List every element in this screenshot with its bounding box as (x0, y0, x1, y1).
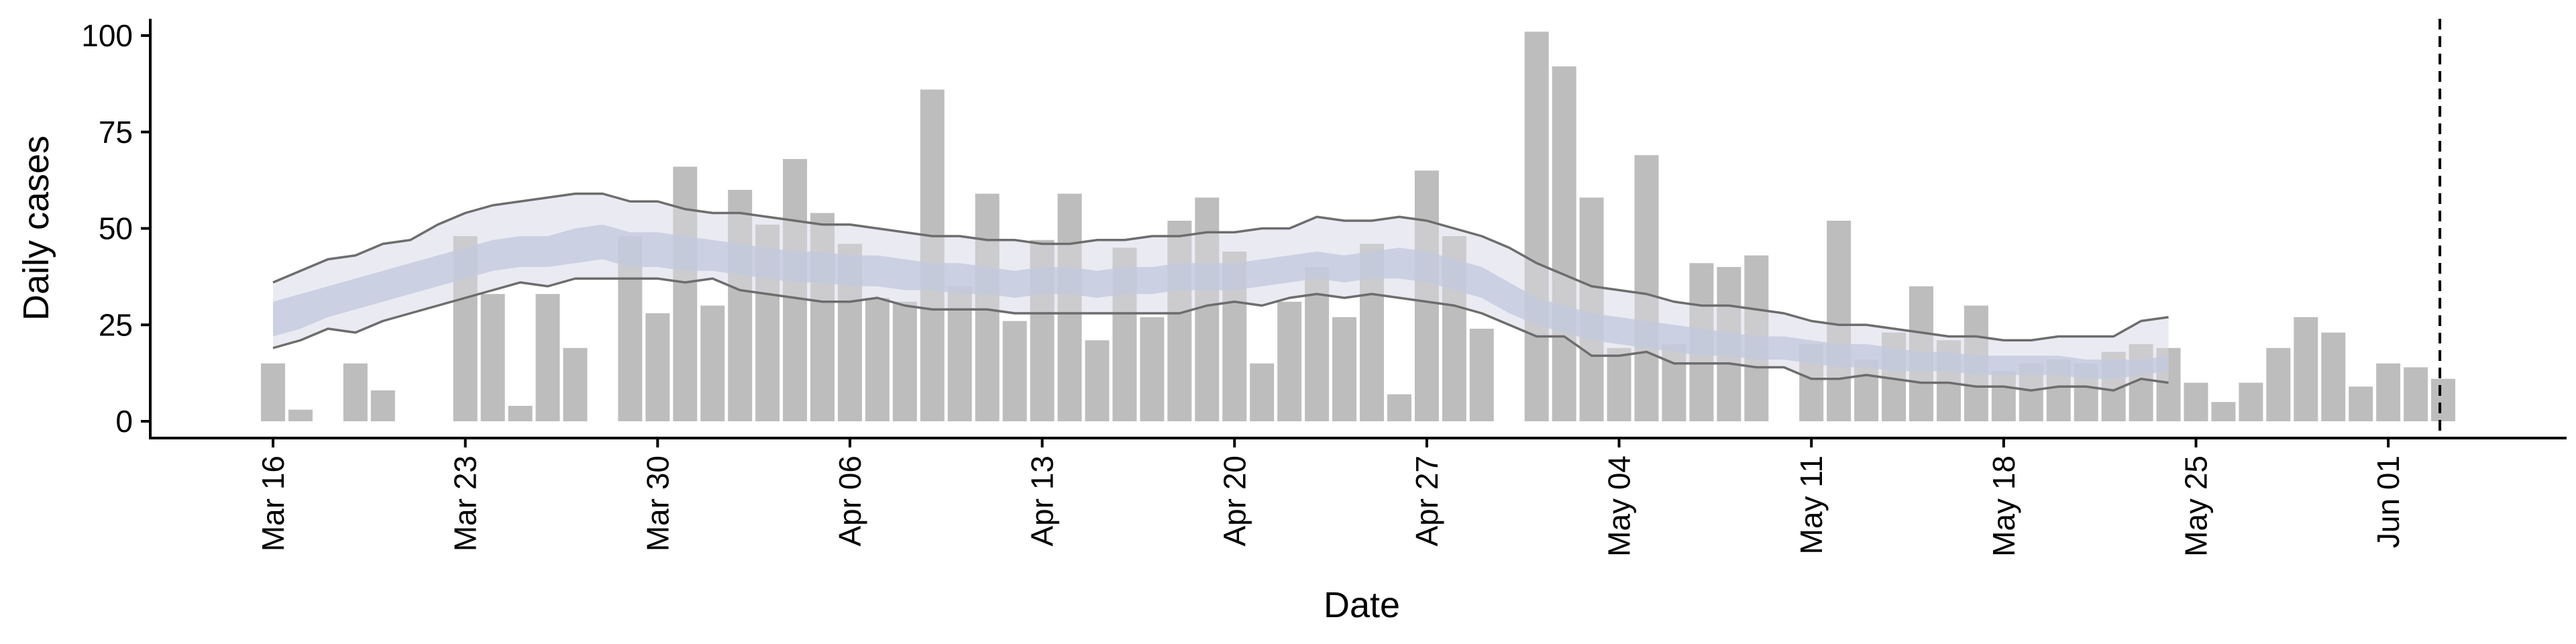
x-tick-label-0: Mar 16 (256, 455, 290, 551)
bar-2020-03-19 (343, 363, 368, 421)
bar-2020-03-27 (563, 347, 588, 421)
x-tick-label-1: Mar 23 (448, 455, 483, 551)
bar-2020-05-01 (1524, 32, 1549, 421)
axes: 0 25 50 75 100 Mar 16 Mar 23 Mar 30 Apr 06 Apr 13… (81, 18, 2567, 557)
y-tick-label-25: 25 (99, 307, 133, 342)
y-axis-title: Daily cases (16, 136, 56, 321)
bar-2020-04-24 (1332, 317, 1357, 421)
bar-2020-05-18 (1991, 371, 2016, 421)
bar-2020-05-27 (2239, 382, 2263, 421)
bar-2020-04-05 (810, 213, 835, 421)
x-tick-label-3: Apr 06 (833, 455, 867, 547)
bar-2020-05-28 (2266, 347, 2291, 421)
y-tick-label-50: 50 (99, 211, 133, 246)
bar-2020-04-07 (865, 298, 890, 421)
bar-2020-03-24 (480, 294, 505, 421)
x-tick-label-11: Jun 01 (2371, 455, 2406, 548)
bar-2020-03-16 (261, 363, 285, 421)
bar-2020-04-11 (975, 193, 1000, 421)
bar-2020-03-25 (508, 406, 533, 421)
bar-2020-03-26 (535, 294, 560, 421)
bar-2020-04-19 (1195, 197, 1220, 421)
bar-2020-04-26 (1387, 394, 1411, 421)
x-tick-label-9: May 18 (1986, 455, 2021, 557)
x-tick-label-5: Apr 20 (1217, 455, 1252, 547)
bar-2020-04-18 (1167, 221, 1192, 421)
bar-2020-03-20 (370, 390, 395, 421)
bar-2020-04-22 (1277, 301, 1302, 421)
bar-2020-03-30 (645, 313, 670, 421)
bar-2020-04-17 (1140, 317, 1165, 421)
bar-2020-05-03 (1579, 197, 1604, 421)
bar-2020-05-04 (1607, 347, 1631, 421)
bar-2020-05-29 (2294, 317, 2318, 421)
bar-2020-05-02 (1552, 66, 1576, 421)
bar-2020-06-03 (2431, 378, 2456, 421)
bar-2020-05-05 (1634, 155, 1659, 421)
y-tick-label-75: 75 (99, 115, 133, 150)
bar-2020-04-08 (892, 301, 917, 421)
estimate-lower-line (272, 277, 2169, 392)
x-axis-title: Date (1324, 585, 1400, 625)
bar-2020-05-31 (2349, 386, 2373, 421)
x-tick-label-7: May 04 (1602, 455, 1637, 557)
bar-2020-04-15 (1085, 340, 1110, 421)
x-tick-label-10: May 25 (2179, 455, 2214, 557)
bar-2020-03-31 (673, 166, 698, 421)
bar-2020-04-12 (1002, 321, 1027, 421)
estimate-inner-band (273, 224, 2169, 379)
bar-2020-04-27 (1414, 170, 1439, 421)
y-tick-label-0: 0 (115, 404, 133, 439)
x-tick-label-2: Mar 30 (640, 455, 675, 551)
bar-2020-04-23 (1305, 267, 1330, 421)
bar-2020-06-01 (2376, 363, 2401, 421)
bar-2020-04-29 (1469, 329, 1494, 421)
bar-2020-05-06 (1662, 344, 1686, 421)
x-tick-label-8: May 11 (1794, 455, 1829, 554)
bar-2020-04-09 (920, 89, 945, 421)
bar-2020-04-14 (1057, 193, 1082, 421)
bar-2020-05-12 (1827, 221, 1851, 421)
bar-2020-03-17 (288, 409, 313, 421)
bar-2020-06-02 (2404, 367, 2428, 421)
bar-2020-04-02 (728, 190, 753, 421)
x-tick-label-4: Apr 13 (1025, 455, 1060, 547)
bar-2020-05-13 (1854, 360, 1879, 421)
bar-2020-04-04 (783, 159, 808, 421)
x-tick-label-6: Apr 27 (1409, 455, 1444, 547)
estimate-upper-line (272, 193, 2169, 341)
bar-2020-04-01 (700, 305, 725, 421)
bar-2020-05-26 (2211, 402, 2236, 421)
bar-2020-04-21 (1250, 363, 1275, 421)
y-tick-label-100: 100 (81, 18, 133, 53)
bar-2020-05-25 (2184, 382, 2208, 421)
plot-area (261, 19, 2456, 438)
bar-2020-05-30 (2321, 332, 2346, 421)
